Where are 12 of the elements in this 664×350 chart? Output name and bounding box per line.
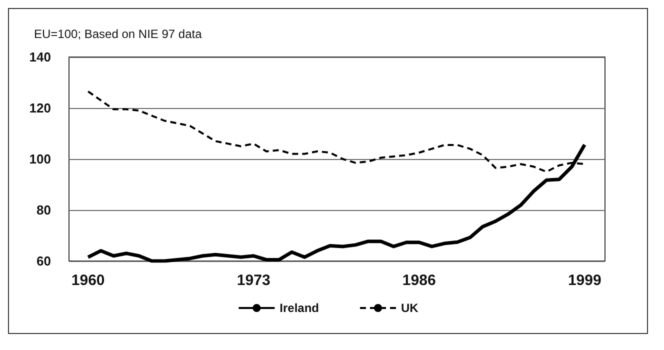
y-tick-label: 100 (29, 152, 51, 166)
y-tick-label: 120 (29, 100, 51, 116)
legend-label: Ireland (280, 301, 320, 315)
legend-label: UK (401, 301, 419, 315)
x-tick-label: 1960 (71, 272, 105, 289)
y-tick-label: 140 (29, 50, 51, 64)
x-tick-label: 1999 (568, 272, 602, 289)
x-tick-label: 1986 (402, 272, 436, 289)
chart-subtitle: EU=100; Based on NIE 97 data (34, 27, 202, 41)
x-tick-label: 1973 (236, 272, 270, 289)
y-tick-label: 80 (36, 202, 51, 218)
y-tick-label: 60 (36, 254, 51, 268)
